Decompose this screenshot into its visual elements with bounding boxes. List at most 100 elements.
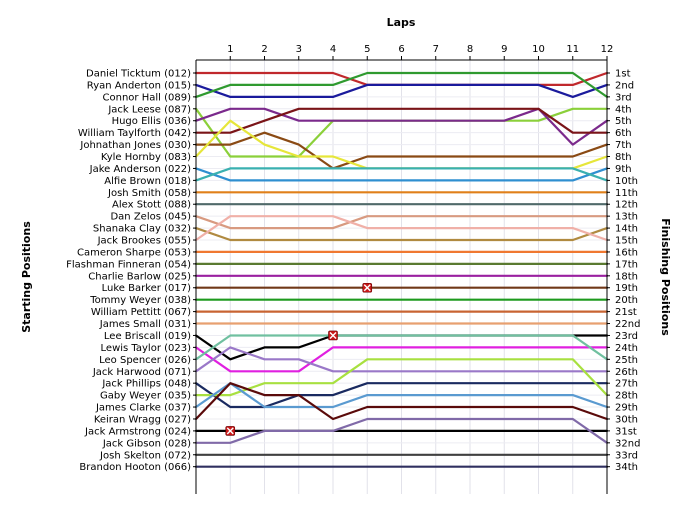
series-line-start-29 — [194, 382, 609, 409]
retirement-marker-cross — [226, 427, 234, 435]
lap-tick-label: 8 — [467, 44, 473, 55]
series-line-start-7 — [194, 131, 609, 170]
starting-position-label: Cameron Sharpe (053) — [77, 247, 191, 258]
starting-position-label: Josh Skelton (072) — [99, 450, 191, 461]
finishing-position-label: 16th — [615, 247, 638, 258]
finishing-position-label: 18th — [615, 271, 638, 282]
starting-position-label: Charlie Barlow (025) — [88, 271, 191, 282]
finishing-position-label: 34th — [615, 462, 638, 473]
lap-tick-label: 11 — [566, 44, 579, 55]
series-line-start-32 — [194, 417, 609, 444]
starting-position-label: Alfie Brown (018) — [104, 176, 191, 187]
starting-position-label: Jack Gibson (028) — [102, 438, 191, 449]
finishing-position-label: 24th — [615, 343, 638, 354]
starting-position-label: Jake Anderson (022) — [89, 164, 191, 175]
finishing-position-label: 19th — [615, 283, 638, 294]
starting-position-label: Leo Spencer (026) — [99, 355, 191, 366]
finishing-position-label: 20th — [615, 295, 638, 306]
lap-tick-label: 7 — [433, 44, 439, 55]
finishing-position-label: 14th — [615, 224, 638, 235]
series-line-start-9 — [194, 167, 609, 182]
series-line-start-3 — [194, 71, 609, 99]
starting-position-label: Hugo Ellis (036) — [112, 116, 192, 127]
finishing-position-label: 4th — [615, 104, 632, 115]
starting-position-label: William Taylforth (042) — [78, 128, 191, 139]
finishing-position-label: 28th — [615, 391, 638, 402]
lap-tick-label: 10 — [532, 44, 545, 55]
lap-tick-label: 6 — [398, 44, 404, 55]
finishing-position-label: 23rd — [615, 331, 638, 342]
finishing-position-label: 30th — [615, 414, 638, 425]
finishing-position-label: 6th — [615, 128, 632, 139]
series-line-start-24 — [194, 346, 609, 373]
finishing-position-label: 5th — [615, 116, 632, 127]
starting-position-label: Jack Armstrong (024) — [84, 426, 191, 437]
lap-tick-label: 4 — [330, 44, 336, 55]
finishing-position-label: 7th — [615, 140, 632, 151]
starting-position-label: William Pettitt (067) — [91, 307, 191, 318]
finishing-position-label: 9th — [615, 164, 632, 175]
finishing-position-label: 3rd — [615, 92, 632, 103]
starting-position-label: Dan Zelos (045) — [110, 212, 191, 223]
finishing-position-label: 22nd — [615, 319, 640, 330]
starting-position-label: Kyle Hornby (083) — [101, 152, 191, 163]
starting-position-label: Jack Brookes (055) — [97, 236, 191, 247]
starting-position-label: Alex Stott (088) — [112, 200, 191, 211]
series-layer — [194, 71, 609, 468]
lap-tick-label: 9 — [501, 44, 507, 55]
starting-position-label: Flashman Finneran (054) — [66, 259, 191, 270]
starting-position-label: Johnathan Jones (030) — [79, 140, 191, 151]
series-line-start-6 — [194, 107, 609, 134]
starting-position-label: Gaby Weyer (035) — [100, 391, 191, 402]
starting-position-label: Luke Barker (017) — [102, 283, 191, 294]
finishing-position-label: 32nd — [615, 438, 640, 449]
starting-position-label: Josh Smith (058) — [107, 188, 191, 199]
lap-tick-label: 1 — [227, 44, 233, 55]
lap-tick-label: 12 — [601, 44, 614, 55]
lap-tick-label: 5 — [364, 44, 370, 55]
retirement-markers — [225, 282, 373, 436]
lap-tick-label: 3 — [296, 44, 302, 55]
finishing-position-label: 13th — [615, 212, 638, 223]
series-line-start-14 — [194, 227, 609, 242]
series-line-start-15 — [194, 215, 609, 242]
retirement-marker — [362, 282, 373, 293]
series-line-start-10 — [194, 167, 609, 182]
starting-position-label: Jack Leese (087) — [107, 104, 191, 115]
retirement-marker — [225, 426, 236, 436]
finishing-position-label: 27th — [615, 379, 638, 390]
finishing-position-label: 15th — [615, 236, 638, 247]
finishing-position-label: 33rd — [615, 450, 638, 461]
starting-position-label: Brandon Hooton (066) — [79, 462, 191, 473]
finishing-position-label: 21st — [615, 307, 637, 318]
finishing-position-label: 31st — [615, 426, 637, 437]
starting-position-label: Tommy Weyer (038) — [89, 295, 191, 306]
finishing-position-label: 26th — [615, 367, 638, 378]
series-line-start-2 — [194, 83, 609, 99]
series-line-start-28 — [194, 358, 609, 397]
starting-position-label: Daniel Ticktum (012) — [86, 69, 191, 80]
starting-position-label: Lee Briscall (019) — [104, 331, 191, 342]
finishing-position-label: 10th — [615, 176, 638, 187]
finishing-position-label: 29th — [615, 403, 638, 414]
finishing-position-label: 2nd — [615, 80, 634, 91]
retirement-marker-cross — [363, 284, 371, 292]
starting-position-label: James Clarke (037) — [95, 403, 191, 414]
y-axis-title-right: Finishing Positions — [659, 218, 672, 336]
finishing-position-label: 8th — [615, 152, 632, 163]
axes — [193, 56, 610, 494]
finishing-position-label: 11th — [615, 188, 638, 199]
retirement-marker-cross — [329, 331, 337, 339]
series-line-start-30 — [194, 382, 609, 421]
finishing-position-label: 1st — [615, 69, 631, 80]
finishing-position-label: 17th — [615, 259, 638, 270]
starting-position-label: Lewis Taylor (023) — [101, 343, 192, 354]
finishing-position-label: 12th — [615, 200, 638, 211]
starting-position-label: Ryan Anderton (015) — [87, 80, 191, 91]
series-line-start-13 — [194, 215, 609, 230]
starting-position-label: Shanaka Clay (032) — [93, 224, 191, 235]
starting-position-label: Jack Harwood (071) — [92, 367, 191, 378]
